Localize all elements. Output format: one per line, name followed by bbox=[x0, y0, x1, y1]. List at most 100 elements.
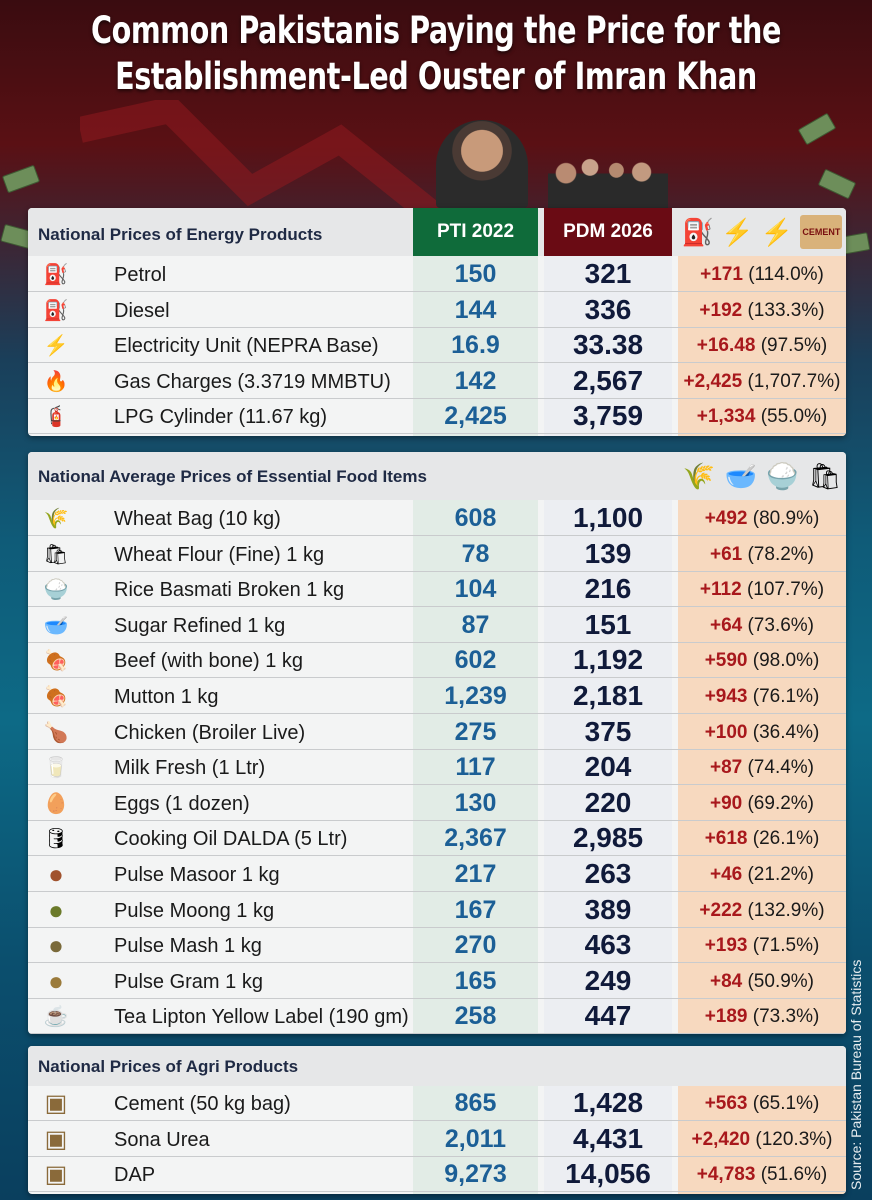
price-change: +193 (71.5%) bbox=[678, 935, 846, 957]
item-name: Pulse Mash 1 kg bbox=[114, 935, 262, 958]
change-amount: +2,420 bbox=[691, 1128, 751, 1150]
price-change: +492 (80.9%) bbox=[678, 508, 846, 530]
price-change: +222 (132.9%) bbox=[678, 900, 846, 922]
price-change: +590 (98.0%) bbox=[678, 650, 846, 672]
change-amount: +16.48 bbox=[696, 335, 756, 357]
change-percent: (50.9%) bbox=[747, 970, 815, 992]
price-change: +100 (36.4%) bbox=[678, 722, 846, 744]
rice-bowl-icon: 🍚 bbox=[766, 460, 799, 491]
pdm-leaders-photo bbox=[548, 150, 668, 208]
pulse-masoor-icon: ● bbox=[48, 859, 64, 889]
pdm-2026-price: 3,759 bbox=[572, 400, 644, 432]
downward-trend-arrow-graphic bbox=[80, 100, 449, 230]
table-row: ⛽ Petrol 150 321 +171 (114.0%) bbox=[28, 257, 846, 292]
food-header-icons: 🌾 🥣 🍚 🛍 bbox=[678, 452, 846, 500]
price-change: +46 (21.2%) bbox=[678, 864, 846, 886]
pti-2022-price: 217 bbox=[454, 860, 497, 888]
pdm-2026-price: 336 bbox=[584, 293, 632, 325]
food-table-header: National Average Prices of Essential Foo… bbox=[28, 452, 846, 500]
chicken-icon: 🍗 bbox=[43, 721, 69, 744]
gas-flame-icon: 🔥 bbox=[43, 370, 69, 393]
table-row: ☕ Tea Lipton Yellow Label (190 gm) 258 447 +… bbox=[28, 999, 846, 1034]
change-percent: (133.3%) bbox=[747, 299, 825, 321]
pti-2022-price: 2,011 bbox=[444, 1124, 507, 1153]
table-row: ▣ Cement (50 kg bag) 865 1,428 +563 (65.1%) bbox=[28, 1086, 846, 1121]
diesel-pump-icon: ⛽ bbox=[43, 299, 69, 322]
change-amount: +222 bbox=[699, 899, 743, 921]
item-name: Sugar Refined 1 kg bbox=[114, 614, 286, 637]
sack-icon: 🛍 bbox=[808, 460, 842, 491]
rice-bowl-icon: 🍚 bbox=[43, 579, 69, 602]
change-amount: +100 bbox=[704, 721, 748, 743]
pdm-2026-price: 321 bbox=[584, 258, 632, 289]
table-row: 🍚 Rice Basmati Broken 1 kg 104 216 +112 (107… bbox=[28, 572, 846, 608]
price-change: +87 (74.4%) bbox=[678, 757, 846, 779]
change-percent: (120.3%) bbox=[755, 1128, 833, 1150]
power-tower-icon: ⚡ bbox=[43, 335, 69, 358]
item-name: DAP bbox=[114, 1164, 156, 1187]
sugar-bowl-icon: 🥣 bbox=[43, 614, 69, 637]
banknote-graphic bbox=[797, 112, 837, 146]
pti-2022-price: 117 bbox=[455, 753, 496, 782]
table-row: ▣ Sona Urea 2,011 4,431 +2,420 (120.3%) bbox=[28, 1122, 846, 1157]
price-change: +171 (114.0%) bbox=[678, 264, 846, 286]
pdm-2026-price: 389 bbox=[584, 893, 632, 925]
pdm-2026-price: 249 bbox=[584, 964, 632, 996]
pdm-2026-price: 204 bbox=[584, 751, 632, 783]
pdm-2026-price: 139 bbox=[584, 537, 632, 569]
price-change: +2,425 (1,707.7%) bbox=[678, 371, 846, 393]
agri-heading: National Prices of Agri Products bbox=[38, 1057, 299, 1076]
pdm-2026-price: 447 bbox=[584, 1000, 632, 1032]
dap-bag-icon: ▣ bbox=[44, 1161, 68, 1189]
food-heading: National Average Prices of Essential Foo… bbox=[38, 467, 427, 486]
pulse-moong-icon: ● bbox=[48, 894, 64, 925]
item-name: Wheat Flour (Fine) 1 kg bbox=[114, 543, 325, 566]
energy-header-icons: ⛽ ⚡ ⚡ CEMENT bbox=[678, 208, 846, 256]
title-line-1: Common Pakistanis Paying the Price for t… bbox=[91, 9, 781, 52]
pdm-2026-price: 463 bbox=[584, 929, 632, 961]
pti-2022-price: 258 bbox=[454, 1002, 497, 1031]
item-name: Pulse Gram 1 kg bbox=[114, 970, 263, 993]
pdm-2026-price: 1,428 bbox=[572, 1087, 644, 1118]
pdm-2026-price: 4,431 bbox=[572, 1122, 644, 1154]
item-name: Eggs (1 dozen) bbox=[114, 792, 250, 815]
item-name: Pulse Moong 1 kg bbox=[114, 899, 275, 922]
change-percent: (114.0%) bbox=[748, 264, 824, 285]
pdm-2026-price: 1,192 bbox=[572, 644, 644, 676]
item-name: Cooking Oil DALDA (5 Ltr) bbox=[114, 828, 348, 851]
change-percent: (55.0%) bbox=[760, 406, 828, 428]
change-amount: +46 bbox=[709, 864, 743, 885]
cement-bag-icon: ▣ bbox=[44, 1090, 68, 1117]
pti-2022-price: 142 bbox=[454, 366, 497, 395]
source-credit: Source: Pakistan Bureau of Statistics bbox=[848, 959, 864, 1190]
urea-bag-icon: ▣ bbox=[44, 1125, 68, 1153]
petrol-pump-icon: ⛽ bbox=[43, 264, 69, 286]
table-row: 🔥 Gas Charges (3.3719 MMBTU) 142 2,567 +2,42… bbox=[28, 364, 846, 399]
change-percent: (51.6%) bbox=[760, 1164, 828, 1186]
pdm-2026-price: 1,100 bbox=[572, 502, 644, 533]
pdm-2026-price: 2,567 bbox=[572, 364, 644, 396]
tea-cup-icon: ☕ bbox=[43, 1006, 69, 1029]
item-name: Milk Fresh (1 Ltr) bbox=[114, 757, 266, 780]
price-change: +2,420 (120.3%) bbox=[678, 1129, 846, 1151]
pti-2022-column-header: PTI 2022 bbox=[413, 208, 538, 256]
pti-2022-price: 78 bbox=[461, 539, 490, 568]
energy-prices-table: National Prices of Energy Products PTI 2… bbox=[28, 208, 846, 436]
price-change: +618 (26.1%) bbox=[678, 828, 846, 850]
item-name: LPG Cylinder (11.67 kg) bbox=[114, 406, 328, 429]
change-percent: (21.2%) bbox=[747, 864, 815, 885]
price-change: +192 (133.3%) bbox=[678, 300, 846, 322]
item-name: Rice Basmati Broken 1 kg bbox=[114, 579, 345, 602]
pti-2022-price: 608 bbox=[454, 504, 497, 532]
table-row: 🍗 Chicken (Broiler Live) 275 375 +100 (36.4%… bbox=[28, 715, 846, 750]
change-percent: (132.9%) bbox=[747, 899, 825, 921]
flour-bag-icon: 🥣 bbox=[724, 460, 757, 491]
banknote-graphic bbox=[817, 168, 857, 200]
price-change: +563 (65.1%) bbox=[678, 1093, 846, 1115]
change-amount: +1,334 bbox=[696, 406, 756, 428]
item-name: Chicken (Broiler Live) bbox=[114, 721, 306, 744]
change-percent: (98.0%) bbox=[752, 650, 820, 672]
change-amount: +2,425 bbox=[683, 370, 743, 392]
pti-2022-price: 865 bbox=[454, 1089, 497, 1117]
item-name: Sona Urea bbox=[114, 1128, 210, 1151]
